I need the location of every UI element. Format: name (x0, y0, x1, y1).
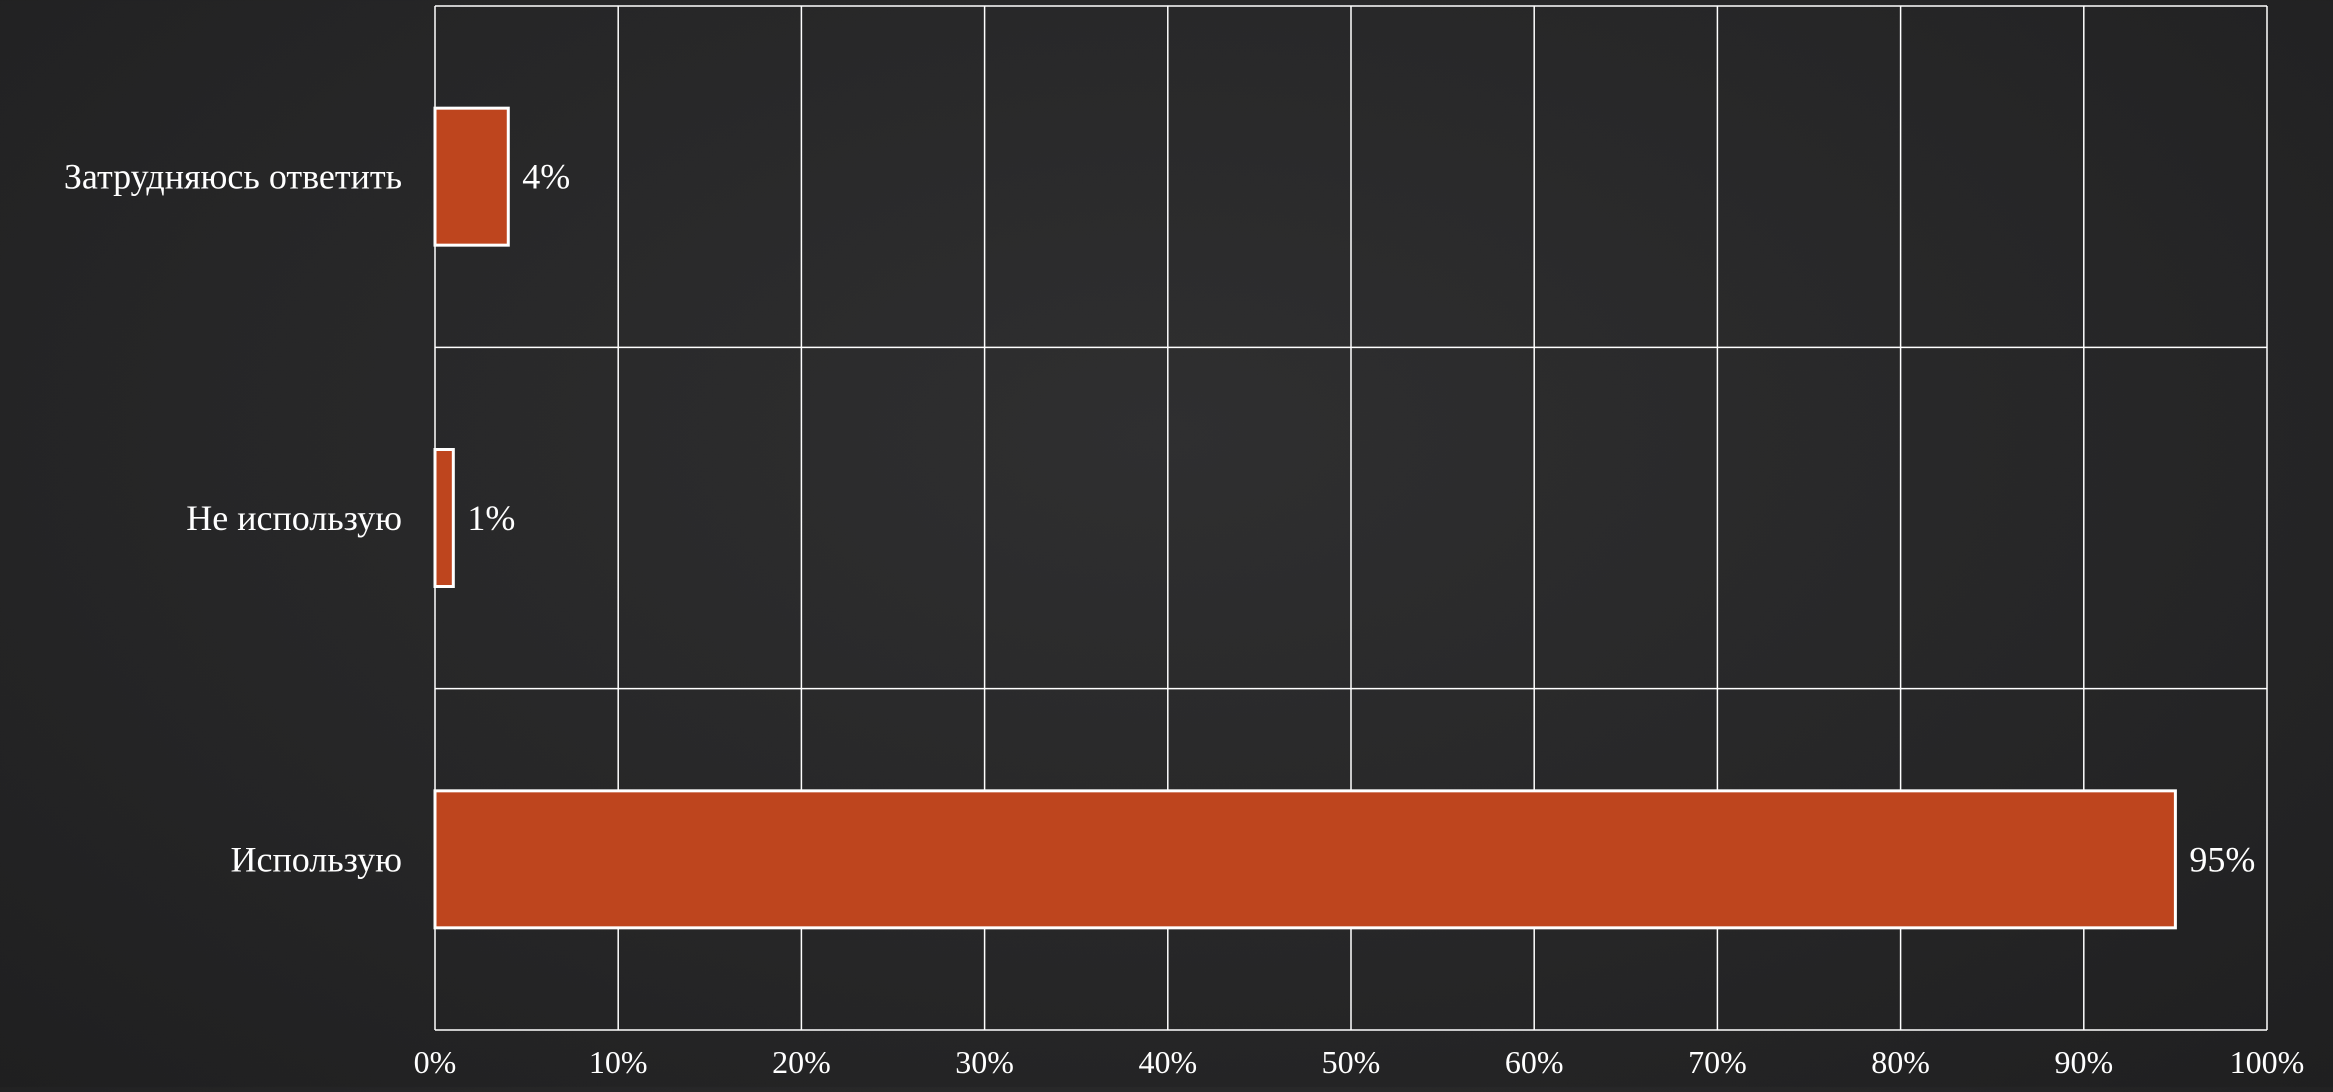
x-tick-label: 60% (1505, 1044, 1564, 1080)
bar (433, 106, 510, 247)
category-label: Использую (230, 839, 402, 879)
x-tick-label: 90% (2054, 1044, 2113, 1080)
category-label: Затрудняюсь ответить (64, 157, 402, 197)
x-tick-label: 100% (2230, 1044, 2305, 1080)
data-label: 1% (467, 498, 515, 538)
x-tick-label: 40% (1138, 1044, 1197, 1080)
x-tick-label: 70% (1688, 1044, 1747, 1080)
labels: 0% 10% 20% 30% 40% 50% 60% 70% 80% 90% 100% Затрудн… (64, 157, 2304, 1080)
x-tick-label: 30% (955, 1044, 1014, 1080)
x-tick-label: 80% (1871, 1044, 1930, 1080)
bar (433, 448, 455, 588)
data-label: 95% (2189, 839, 2255, 879)
x-tick-label: 50% (1322, 1044, 1381, 1080)
category-label: Не использую (186, 498, 402, 538)
grid (434, 5, 2268, 1031)
x-tick-label: 20% (772, 1044, 831, 1080)
x-tick-label: 0% (414, 1044, 457, 1080)
data-label: 4% (522, 157, 570, 197)
bars (433, 106, 2177, 930)
bar (433, 789, 2177, 930)
x-tick-label: 10% (589, 1044, 648, 1080)
